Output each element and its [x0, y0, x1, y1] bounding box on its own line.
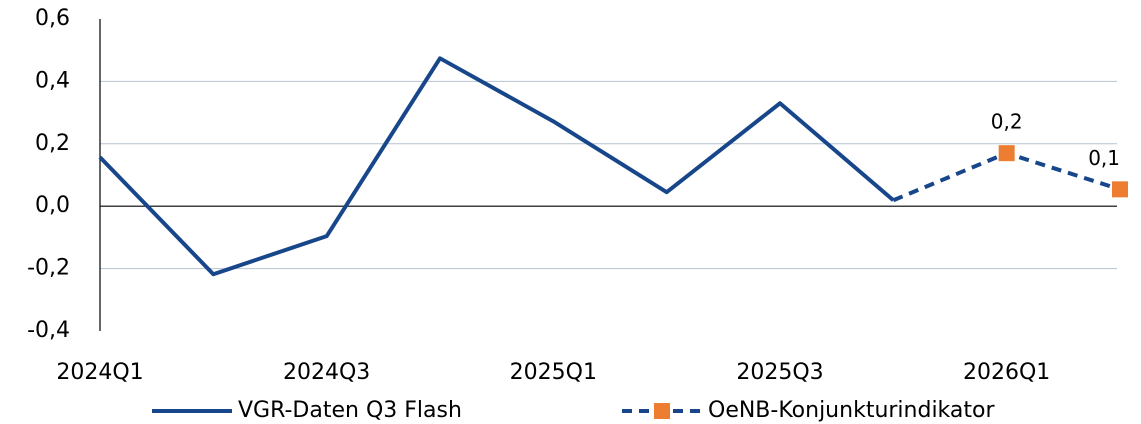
x-tick-label: 2025Q3: [736, 360, 823, 385]
y-tick-label: -0,4: [27, 318, 70, 343]
y-tick-label: 0,2: [35, 131, 70, 156]
data-label: 0,2: [991, 110, 1023, 134]
y-tick-label: 0,4: [35, 68, 70, 93]
series-line: [98, 56, 895, 277]
legend-marker: [654, 403, 670, 419]
legend-label: VGR-Daten Q3 Flash: [238, 398, 462, 423]
y-tick-label: -0,2: [27, 256, 70, 281]
x-tick-label: 2025Q1: [510, 360, 597, 385]
data-label: 0,1: [1088, 146, 1120, 170]
x-tick-label: 2024Q1: [56, 360, 143, 385]
x-tick-label: 2026Q1: [963, 360, 1050, 385]
x-tick-label: 2024Q3: [283, 360, 370, 385]
marker: [1112, 181, 1128, 198]
legend-label: OeNB-Konjunkturindikator: [708, 398, 995, 423]
y-tick-label: 0,6: [35, 6, 70, 31]
y-tick-label: 0,0: [35, 193, 70, 218]
marker: [998, 145, 1015, 162]
